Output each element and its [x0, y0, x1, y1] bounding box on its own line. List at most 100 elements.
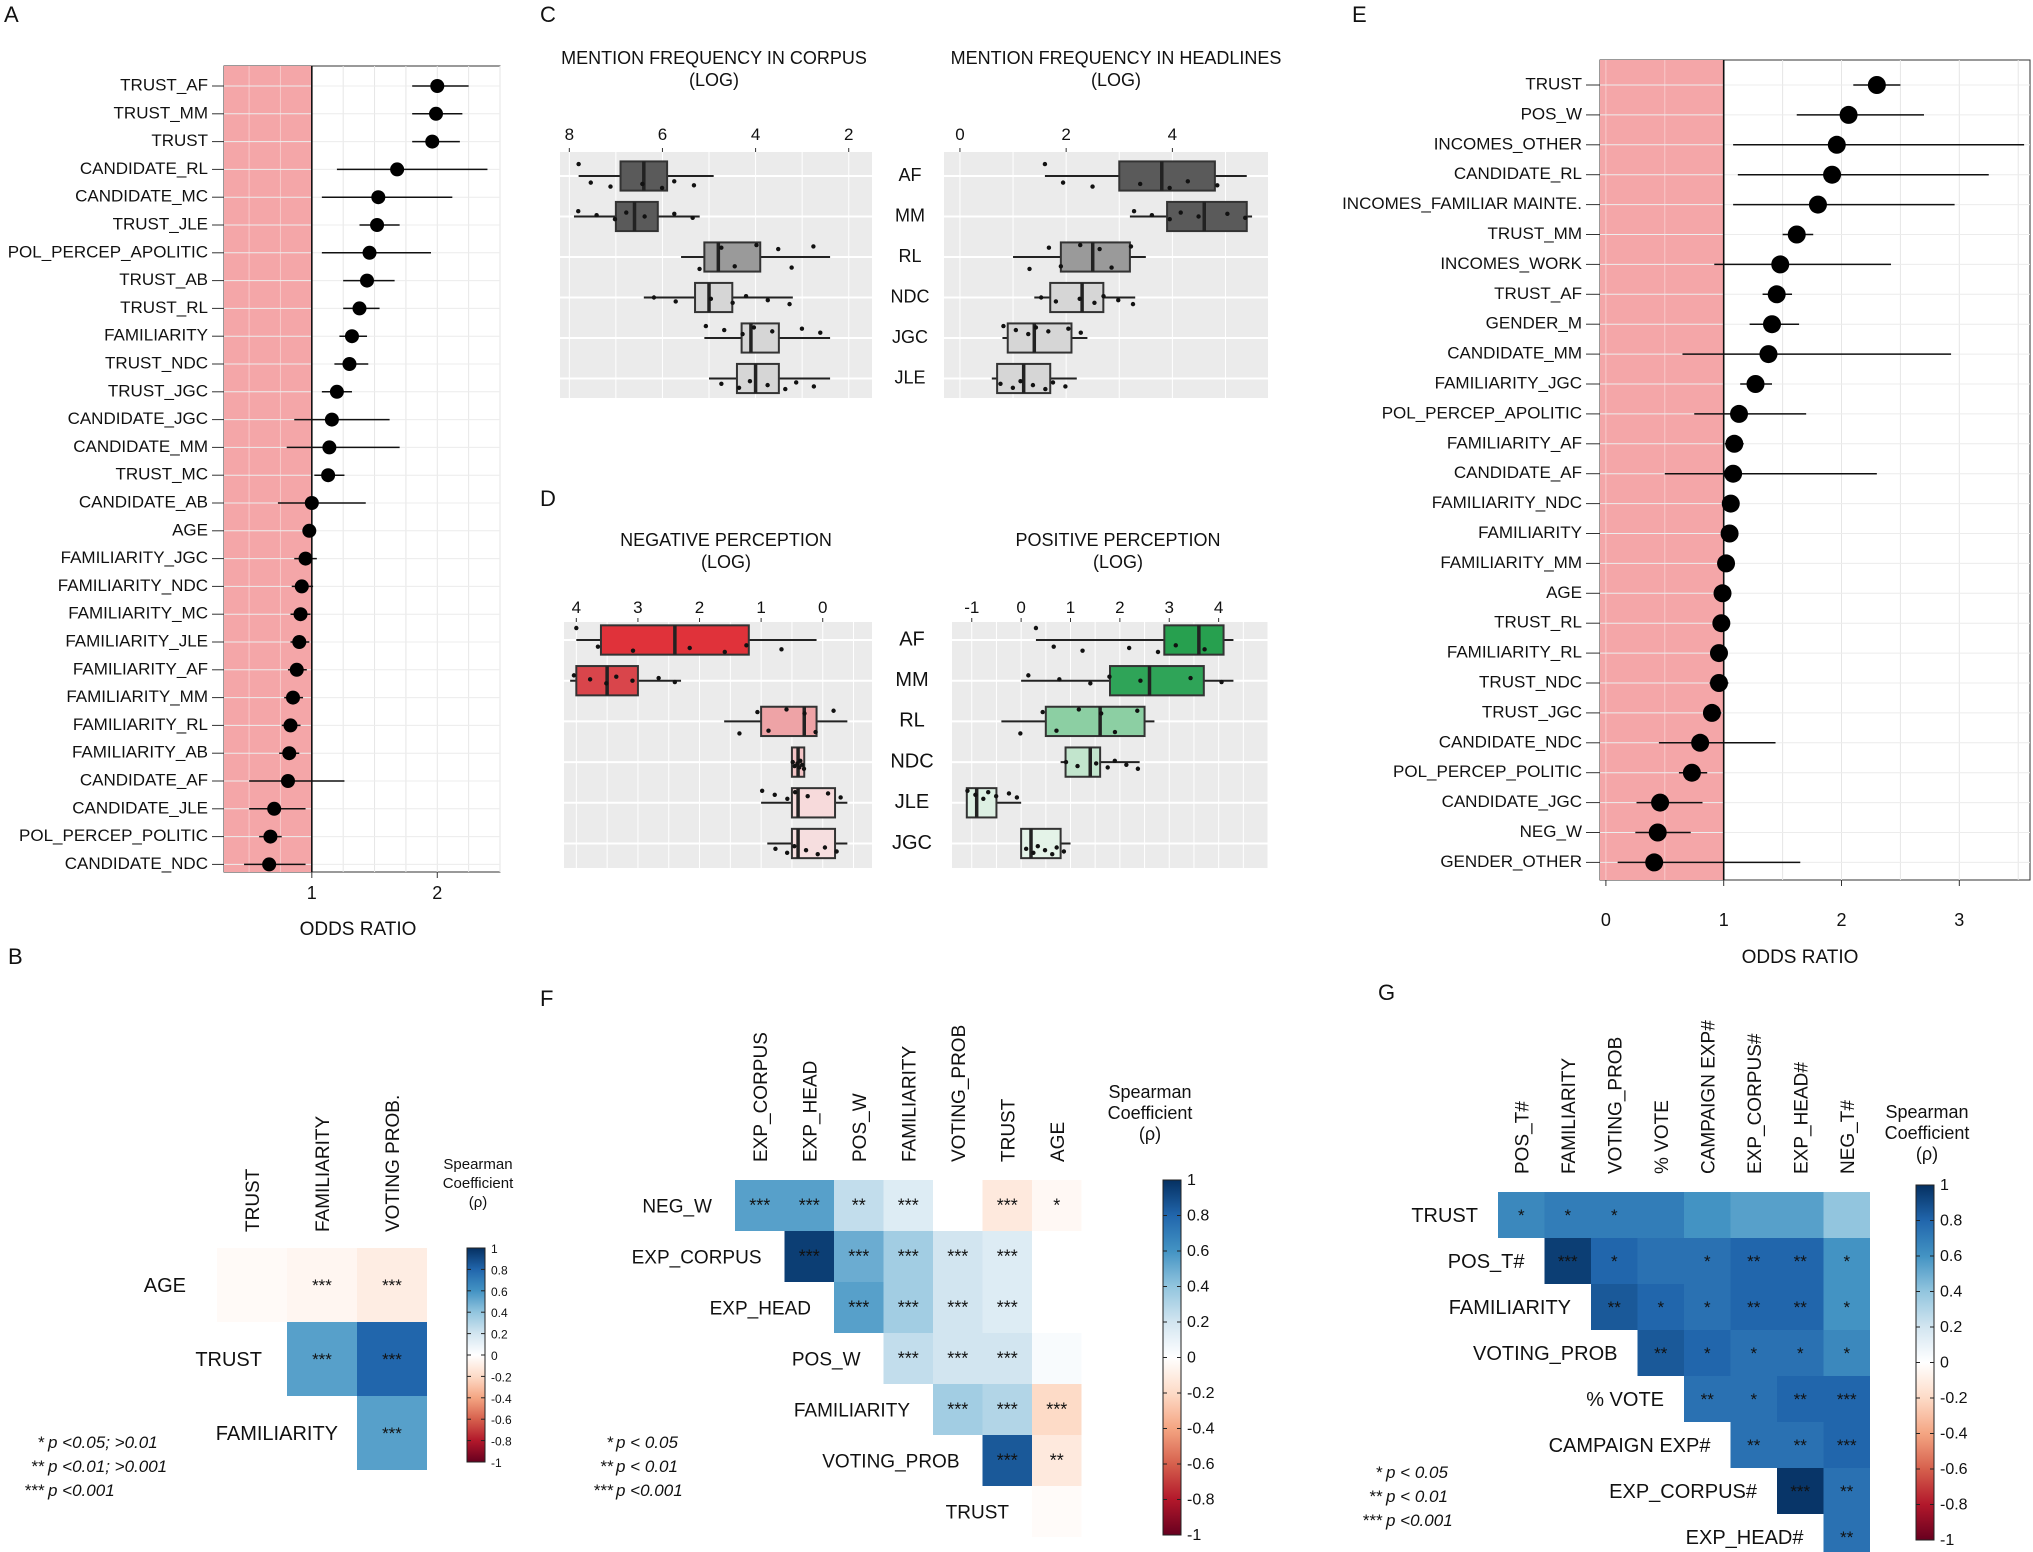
odds-ratio-point	[267, 801, 282, 816]
jitter-point	[1202, 647, 1207, 652]
colorbar-title: Spearman	[443, 1156, 512, 1173]
colorbar-tick-label: -0.4	[1940, 1426, 1968, 1443]
significance-mark: ***	[898, 1349, 919, 1369]
significance-mark: *	[1704, 1298, 1711, 1317]
significance-mark: ***	[1046, 1400, 1067, 1420]
x-tick-label: 4	[572, 598, 581, 617]
column-label: POS_W	[850, 1093, 871, 1162]
colorbar-tick-label: 0.6	[1940, 1248, 1962, 1265]
heatmap-cell	[1032, 1333, 1082, 1384]
odds-ratio-point	[289, 662, 304, 677]
significance-mark: ***	[947, 1400, 968, 1420]
significance-mark: *	[1750, 1390, 1757, 1409]
row-label: CANDIDATE_JGC	[1442, 792, 1582, 811]
odds-ratio-point	[283, 718, 298, 733]
x-tick-label: 8	[565, 125, 574, 144]
box	[1044, 705, 1146, 738]
odds-ratio-point	[371, 190, 386, 205]
box	[1166, 200, 1248, 233]
heatmap-cell	[1637, 1284, 1684, 1330]
category-label: JLE	[894, 367, 925, 387]
odds-ratio-point	[1763, 315, 1781, 334]
jitter-point	[1018, 731, 1023, 736]
colorbar-title: Spearman	[1108, 1082, 1191, 1102]
heatmap-cell	[1777, 1284, 1824, 1330]
odds-ratio-point	[1721, 494, 1740, 513]
jitter-point	[708, 296, 714, 302]
row-label: TRUST_AB	[119, 270, 208, 289]
jitter-point	[825, 791, 831, 796]
row-label: FAMILIARITY	[216, 1423, 338, 1445]
significance-mark: *	[1843, 1344, 1850, 1363]
odds-ratio-point	[1691, 733, 1710, 752]
row-label: POL_PERCEP_APOLITIC	[8, 242, 208, 261]
heatmap-g: * * **** * * ** ** *** * * ** ** *** * * * *** * ** ***** **…	[1362, 1020, 1969, 1552]
category-label: RL	[899, 710, 925, 732]
row-label: TRUST_MC	[115, 465, 208, 484]
row-label: VOTING_PROB	[822, 1452, 959, 1473]
x-tick-label: 2	[1061, 125, 1070, 144]
odds-ratio-point	[1717, 554, 1736, 573]
row-label: TRUST	[1525, 74, 1582, 93]
heatmap-cell	[1591, 1238, 1638, 1284]
column-label: FAMILIARITY	[1559, 1058, 1580, 1174]
colorbar-tick-label: 0.6	[491, 1285, 508, 1299]
box	[965, 787, 998, 819]
colorbar-tick-label: 1	[491, 1242, 498, 1256]
colorbar-tick-label: -0.8	[1187, 1492, 1215, 1509]
significance-mark: *	[1797, 1344, 1804, 1363]
jitter-point	[1173, 643, 1178, 648]
row-label: EXP_CORPUS	[632, 1248, 762, 1269]
box	[614, 200, 659, 233]
row-label: FAMILIARITY_JGC	[1435, 373, 1582, 392]
legend-mark: **	[600, 1457, 615, 1476]
significance-mark: ***	[997, 1349, 1018, 1369]
jitter-point	[1097, 246, 1102, 252]
jitter-point	[754, 242, 759, 248]
jitter-point	[1030, 382, 1036, 388]
significance-mark: **	[1050, 1451, 1064, 1471]
colorbar-tick-label: 1	[1187, 1172, 1196, 1189]
significance-mark: ***	[947, 1298, 968, 1318]
colorbar-tick-label: -1	[491, 1456, 502, 1470]
jitter-point	[1063, 759, 1069, 765]
row-label: TRUST	[946, 1503, 1010, 1524]
heatmap-cell	[1591, 1284, 1638, 1330]
heatmap-cell	[883, 1180, 933, 1231]
jitter-point	[795, 761, 800, 766]
panel-letter-e: E	[1352, 2, 1367, 27]
forest-panel-e: TRUST POS_W INCOMES_OTHER CANDIDATE_RL INCOM…	[1342, 59, 2031, 968]
jitter-point	[604, 681, 609, 686]
heatmap-f: *** *** ** *** *** **** *** *** *** ****** *** *** *…	[593, 1025, 1215, 1544]
colorbar-tick-label: 1	[1940, 1177, 1949, 1194]
jitter-point	[818, 330, 823, 335]
row-label: FAMILIARITY_NDC	[1432, 493, 1582, 512]
x-tick-label: 3	[1165, 598, 1174, 617]
heatmap-cell	[1823, 1192, 1870, 1238]
colorbar-title: (ρ)	[469, 1194, 488, 1211]
significance-mark: *	[1611, 1206, 1618, 1225]
row-label: FAMILIARITY_RL	[73, 715, 208, 734]
jitter-point	[672, 179, 677, 184]
jitter-point	[1196, 214, 1201, 219]
row-label: POS_T#	[1448, 1251, 1526, 1273]
jitter-point	[799, 326, 805, 331]
jitter-point	[803, 847, 809, 853]
x-tick-label: 1	[1066, 598, 1075, 617]
heatmap-cell	[1032, 1435, 1082, 1486]
jitter-point	[1155, 649, 1161, 655]
jitter-point	[642, 214, 647, 219]
jitter-point	[1185, 179, 1191, 184]
x-tick-label: 4	[1214, 598, 1223, 617]
jitter-point	[587, 677, 593, 682]
x-tick-label: 2	[1115, 598, 1124, 617]
plot-title: POSITIVE PERCEPTION	[1015, 530, 1220, 550]
heatmap-cell	[883, 1333, 933, 1384]
odds-ratio-point	[1827, 135, 1846, 154]
jitter-point	[1033, 625, 1039, 631]
jitter-point	[1042, 161, 1048, 167]
significance-mark: ***	[749, 1196, 770, 1216]
heatmap-cell	[1730, 1330, 1777, 1376]
significance-mark: **	[1654, 1344, 1668, 1363]
below-one-region	[224, 66, 312, 872]
